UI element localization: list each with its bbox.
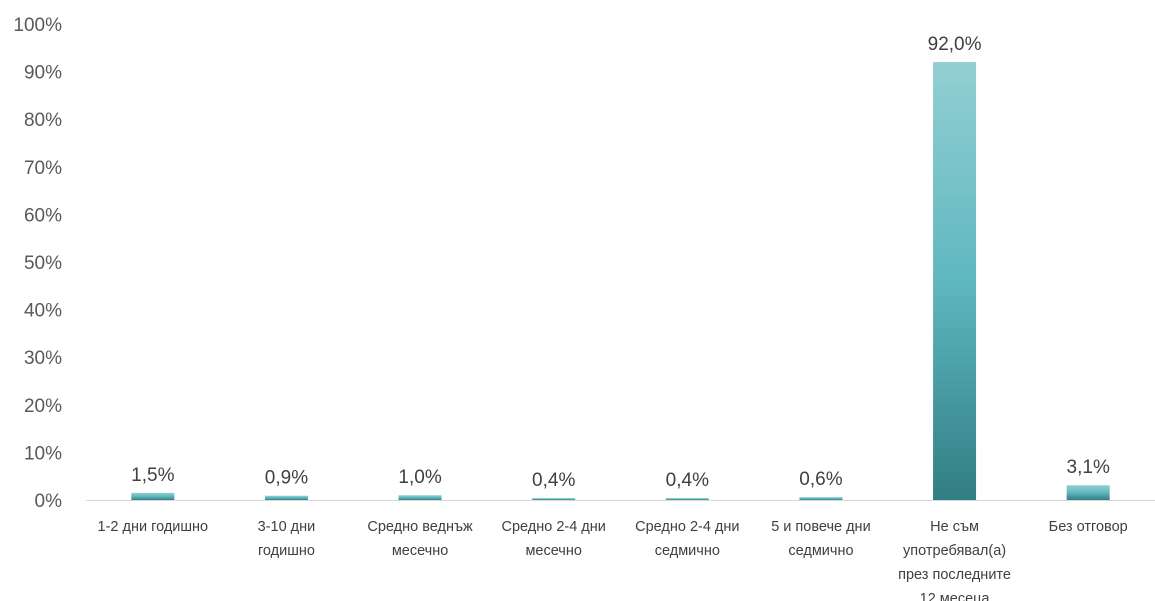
x-category-label: 3-10 дни годишно [258,519,316,559]
x-category-label: 1-2 дни годишно [98,519,209,535]
y-tick-label: 100% [13,15,62,36]
x-category-label-line: Без отговор [1049,519,1128,535]
x-category-label: Средно 2-4 дни седмично [635,519,739,559]
bar-data-label: 3,1% [1067,457,1110,478]
y-tick-label: 30% [24,348,62,369]
bar-data-label: 0,4% [666,470,709,491]
x-category-label-line: месечно [525,543,582,559]
y-tick-label: 60% [24,205,62,226]
y-tick-label: 90% [24,63,62,84]
bar [398,495,442,500]
x-category-label: Средно веднъж месечно [367,519,473,559]
x-category-label-line: месечно [392,543,449,559]
x-category-label-line: Средно 2-4 дни [635,519,739,535]
y-tick-label: 80% [24,110,62,131]
bar-data-label: 1,5% [131,465,174,486]
y-tick-label: 50% [24,253,62,274]
bar [933,62,977,501]
bar-data-label: 0,9% [265,468,308,489]
x-category-label-line: годишно [258,543,315,559]
x-category-label-line: 5 и повече дни [771,519,870,535]
bar-data-label: 92,0% [928,34,982,55]
x-category-label-line: Средно 2-4 дни [501,519,605,535]
x-category-label: Не съм употребявал(а) през последните 12 ме… [898,519,1011,601]
x-category-label-line: Не съм [930,519,979,535]
x-category-label-line: 1-2 дни годишно [98,519,209,535]
bar [264,495,308,500]
x-category-label-line: през последните [898,567,1011,583]
bar-data-label: 1,0% [398,467,441,488]
y-tick-label: 20% [24,396,62,417]
bar [799,497,843,500]
x-category-label-line: 3-10 дни [258,519,316,535]
x-category-label-line: седмично [788,543,853,559]
x-category-label-line: 12 месеца [920,591,991,601]
x-category-label: Средно 2-4 дни месечно [501,519,605,559]
bar [665,498,709,500]
x-category-label-line: седмично [655,543,720,559]
bar [1066,485,1110,500]
x-category-label: 5 и повече дни седмично [771,519,870,559]
data-labels-group: 1,5% 0,9% 1,0% 0,4% 0,4% 0,6% 92,0% 3,1% [131,34,1110,491]
x-category-label: Без отговор [1049,519,1128,535]
y-tick-label: 70% [24,158,62,179]
x-axis: 1-2 дни годишно 3-10 дни годишно Средно вед… [98,519,1128,601]
y-tick-label: 0% [35,491,63,512]
bar [131,492,175,500]
bar-data-label: 0,4% [532,470,575,491]
x-category-label-line: Средно веднъж [367,519,473,535]
bars-group [131,62,1110,501]
y-tick-label: 10% [24,443,62,464]
bar [532,498,576,500]
bar-data-label: 0,6% [799,469,842,490]
y-axis: 0% 10% 20% 30% 40% 50% 60% 70% 80% 90% 100% [13,15,62,512]
y-tick-label: 40% [24,301,62,322]
x-category-label-line: употребявал(а) [903,543,1006,559]
